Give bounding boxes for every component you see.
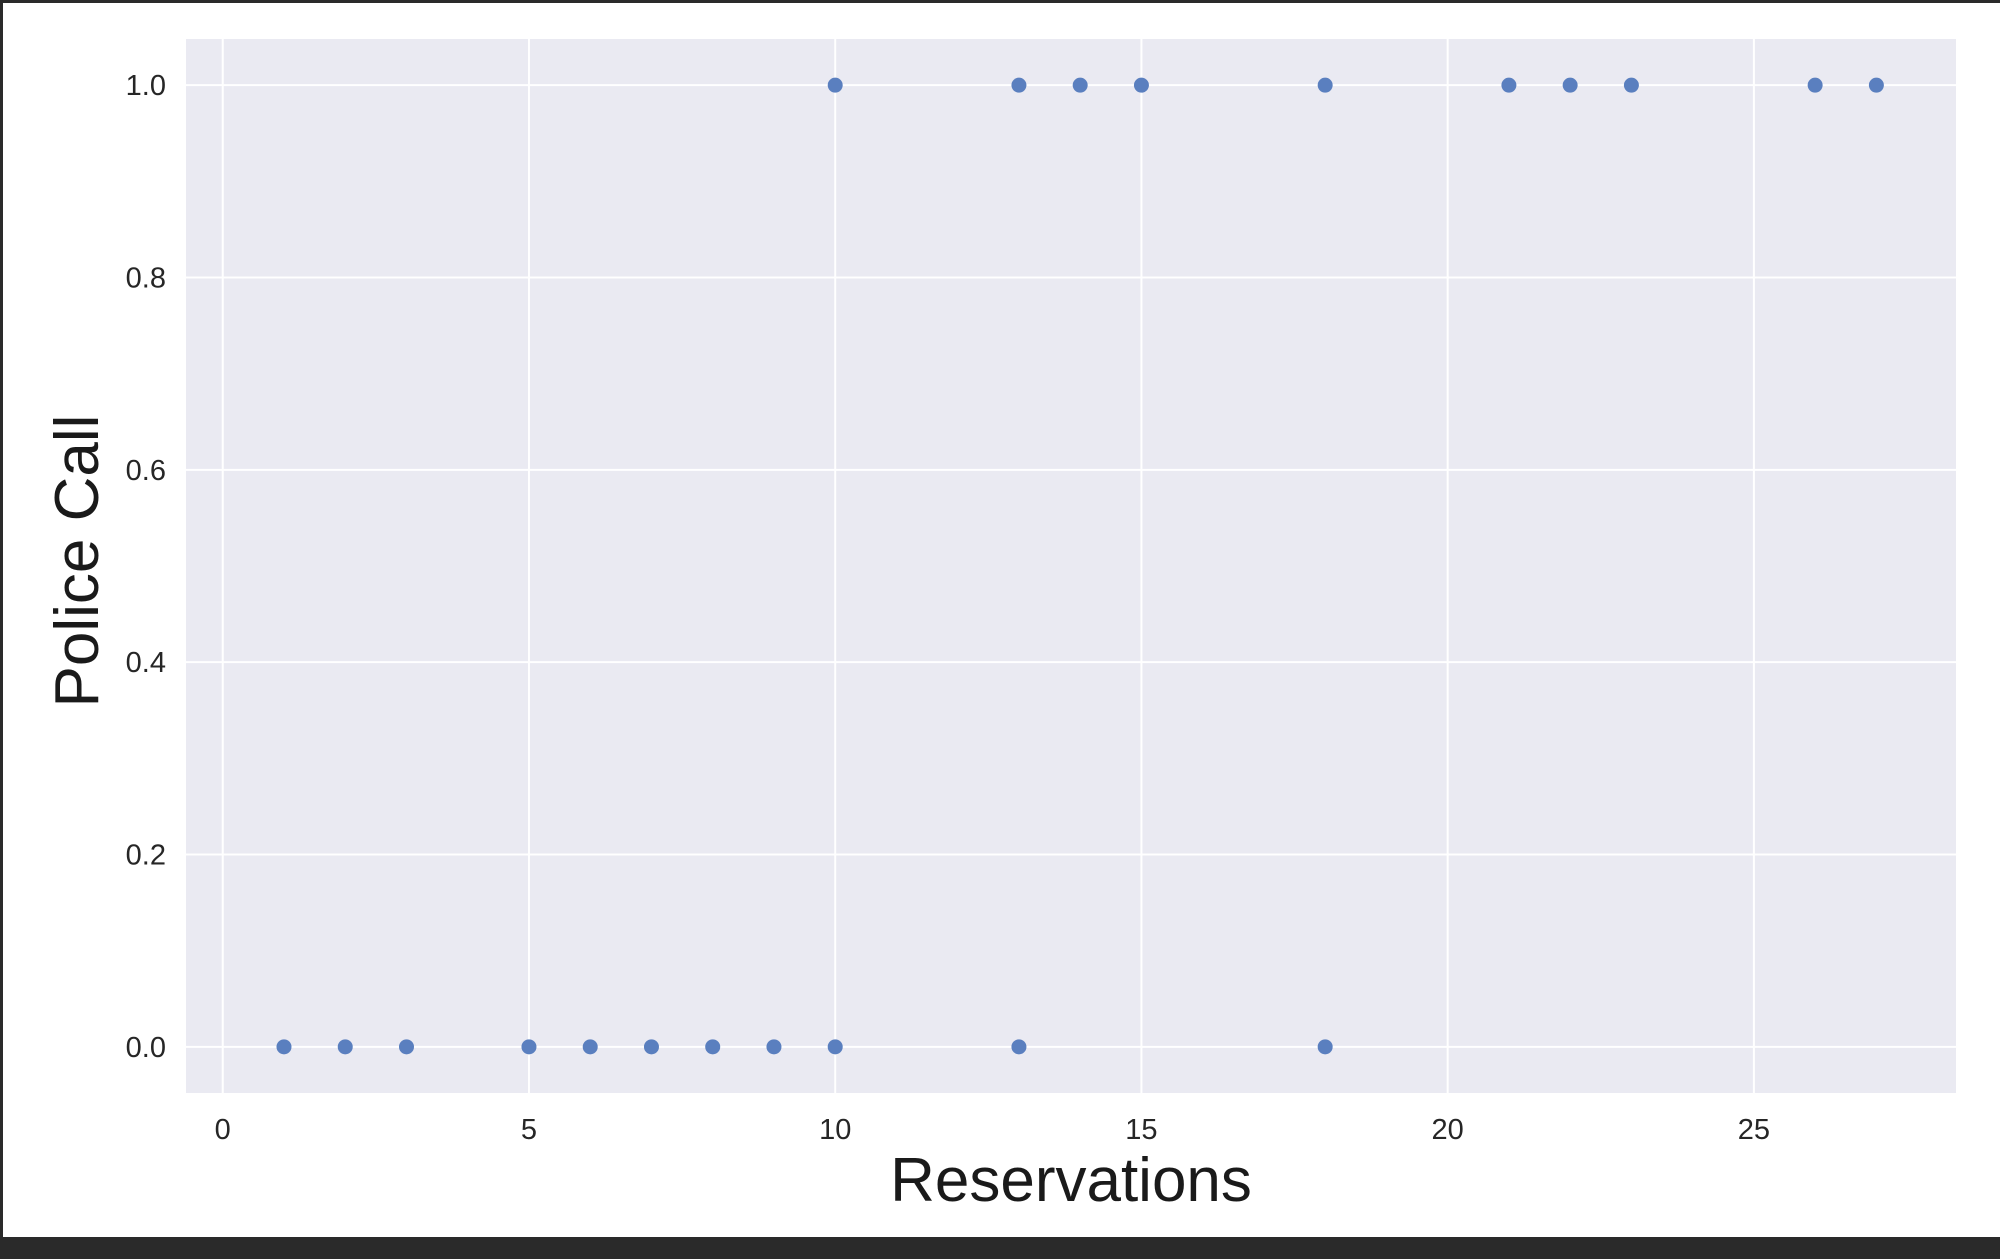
plot-area (186, 39, 1956, 1093)
y-axis-label: Police Call (43, 415, 112, 708)
data-point (1868, 77, 1884, 93)
data-point (1807, 77, 1823, 93)
data-point (398, 1039, 414, 1055)
x-tick-label: 20 (1432, 1114, 1464, 1146)
window-bottom-bar (0, 1237, 2000, 1259)
data-point (1317, 1039, 1333, 1055)
x-tick-label: 0 (215, 1114, 231, 1146)
y-tick-labels: 0.0 0.2 0.4 0.6 0.8 1.0 (126, 70, 166, 1064)
y-tick-label: 0.8 (126, 262, 166, 294)
x-tick-label: 10 (819, 1114, 851, 1146)
scatter-chart: 0 5 10 15 20 25 0.0 0.2 0.4 0.6 0.8 1.0 Reservatio… (43, 39, 1956, 1215)
x-tick-label: 5 (521, 1114, 537, 1146)
data-point (1623, 77, 1639, 93)
data-point (337, 1039, 353, 1055)
x-axis-label: Reservations (890, 1146, 1252, 1215)
data-points (276, 77, 1884, 1055)
data-point (276, 1039, 292, 1055)
y-tick-label: 0.6 (126, 455, 166, 487)
y-tick-label: 1.0 (126, 70, 166, 102)
data-point (582, 1039, 598, 1055)
data-point (705, 1039, 721, 1055)
data-point (1133, 77, 1149, 93)
data-point (643, 1039, 659, 1055)
y-tick-label: 0.4 (126, 647, 166, 679)
data-point (766, 1039, 782, 1055)
x-tick-label: 25 (1738, 1114, 1770, 1146)
data-point (827, 1039, 843, 1055)
data-point (1011, 77, 1027, 93)
x-tick-label: 15 (1125, 1114, 1157, 1146)
data-point (1562, 77, 1578, 93)
y-tick-label: 0.0 (126, 1032, 166, 1064)
chart-figure: 0 5 10 15 20 25 0.0 0.2 0.4 0.6 0.8 1.0 Reservatio… (3, 3, 2000, 1237)
grid-lines (186, 39, 1956, 1093)
data-point (521, 1039, 537, 1055)
data-point (1072, 77, 1088, 93)
data-point (1317, 77, 1333, 93)
data-point (1501, 77, 1517, 93)
y-tick-label: 0.2 (126, 840, 166, 872)
x-tick-labels: 0 5 10 15 20 25 (215, 1114, 1770, 1146)
data-point (1011, 1039, 1027, 1055)
data-point (827, 77, 843, 93)
